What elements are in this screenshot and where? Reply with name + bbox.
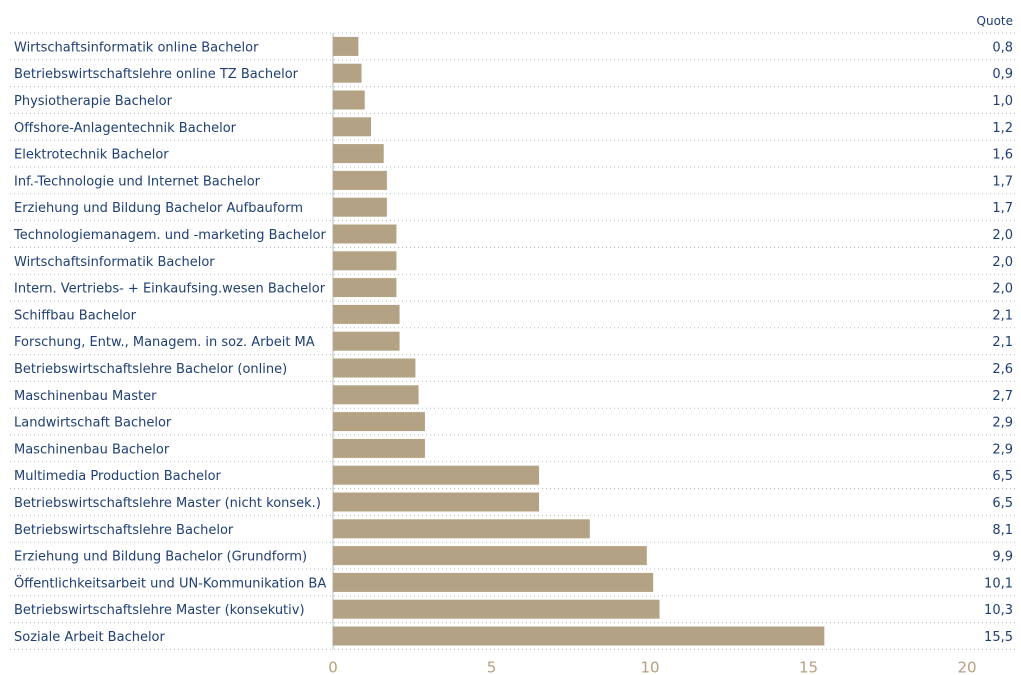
- bar: [333, 572, 654, 592]
- category-label: Forschung, Entw., Managem. in soz. Arbei…: [14, 335, 315, 350]
- bar: [333, 385, 419, 405]
- bar: [333, 492, 540, 512]
- value-label: 2,9: [992, 442, 1013, 457]
- x-tick-label: 15: [799, 658, 818, 675]
- bar: [333, 304, 400, 324]
- category-label: Maschinenbau Master: [14, 389, 157, 404]
- bar: [333, 90, 365, 110]
- value-label: 0,9: [992, 67, 1013, 82]
- value-label: 2,0: [992, 228, 1013, 243]
- value-label: 2,0: [992, 255, 1013, 270]
- value-label: 10,1: [984, 576, 1013, 591]
- category-label: Öffentlichkeitsarbeit und UN-Kommunikati…: [14, 574, 326, 591]
- category-label: Schiffbau Bachelor: [14, 308, 137, 323]
- x-tick-label: 5: [487, 658, 497, 675]
- bar: [333, 197, 387, 217]
- category-label: Erziehung und Bildung Bachelor Aufbaufor…: [14, 201, 303, 216]
- value-label: 1,6: [992, 148, 1013, 163]
- bar: [333, 331, 400, 351]
- bar: [333, 117, 372, 137]
- bar: [333, 358, 416, 378]
- x-tick-label: 10: [640, 658, 659, 675]
- category-label: Betriebswirtschaftslehre Master (nicht k…: [14, 496, 321, 511]
- bar: [333, 546, 647, 566]
- value-label: 2,1: [992, 308, 1013, 323]
- category-label: Elektrotechnik Bachelor: [14, 148, 169, 163]
- value-label: 1,7: [992, 201, 1013, 216]
- category-label: Maschinenbau Bachelor: [14, 442, 170, 457]
- bar: [333, 519, 590, 539]
- value-label: 6,5: [992, 496, 1013, 511]
- value-label: 9,9: [992, 550, 1013, 565]
- category-label: Erziehung und Bildung Bachelor (Grundfor…: [14, 550, 307, 565]
- bar: [333, 224, 397, 244]
- category-label: Betriebswirtschaftslehre Bachelor (onlin…: [14, 362, 287, 377]
- category-label: Wirtschaftsinformatik Bachelor: [14, 255, 215, 270]
- value-column-header: Quote: [977, 14, 1013, 28]
- x-tick-label: 20: [957, 658, 976, 675]
- value-label: 1,2: [992, 121, 1013, 136]
- bar: [333, 251, 397, 271]
- category-label: Intern. Vertriebs- + Einkaufsing.wesen B…: [14, 282, 326, 297]
- value-label: 6,5: [992, 469, 1013, 484]
- category-label: Wirtschaftsinformatik online Bachelor: [14, 40, 259, 55]
- category-label: Betriebswirtschaftslehre online TZ Bache…: [14, 67, 299, 82]
- value-label: 15,5: [984, 630, 1013, 645]
- bar: [333, 63, 362, 83]
- bar: [333, 278, 397, 298]
- category-label: Physiotherapie Bachelor: [14, 94, 173, 109]
- value-label: 2,7: [992, 389, 1013, 404]
- value-label: 1,0: [992, 94, 1013, 109]
- category-label: Offshore-Anlagentechnik Bachelor: [14, 121, 237, 136]
- category-label: Technologiemanagem. und -marketing Bache…: [13, 228, 327, 243]
- category-label: Betriebswirtschaftslehre Bachelor: [14, 523, 234, 538]
- bar: [333, 412, 425, 432]
- bar: [333, 465, 540, 485]
- value-label: 2,6: [992, 362, 1013, 377]
- bar: [333, 170, 387, 190]
- value-label: 2,9: [992, 416, 1013, 431]
- bar: [333, 36, 359, 56]
- category-label: Soziale Arbeit Bachelor: [14, 630, 166, 645]
- value-label: 2,1: [992, 335, 1013, 350]
- value-label: 10,3: [984, 603, 1013, 618]
- category-label: Landwirtschaft Bachelor: [14, 416, 172, 431]
- bar: [333, 144, 384, 164]
- value-label: 2,0: [992, 282, 1013, 297]
- category-label: Inf.-Technologie und Internet Bachelor: [14, 174, 261, 189]
- category-label: Betriebswirtschaftslehre Master (konseku…: [14, 603, 305, 618]
- category-label: Multimedia Production Bachelor: [14, 469, 222, 484]
- x-tick-label: 0: [328, 658, 338, 675]
- bar: [333, 599, 660, 619]
- value-label: 8,1: [992, 523, 1013, 538]
- value-label: 0,8: [992, 40, 1013, 55]
- bar: [333, 626, 825, 646]
- value-label: 1,7: [992, 174, 1013, 189]
- bar: [333, 438, 425, 458]
